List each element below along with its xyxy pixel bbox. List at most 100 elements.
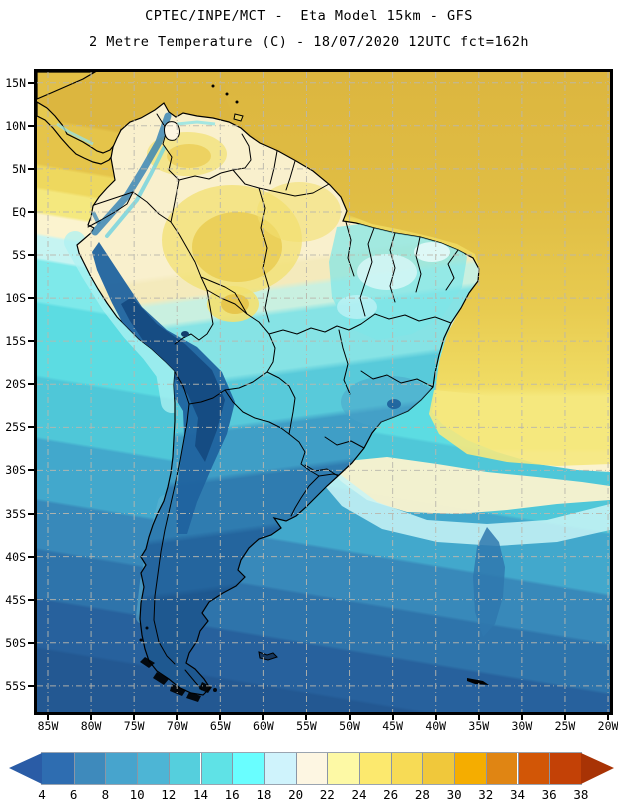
colorbar-cell — [422, 753, 455, 784]
lat-label-30s: 30S — [5, 463, 26, 478]
lon-tick — [391, 715, 394, 720]
colorbar-cell — [42, 753, 74, 784]
tierra-del-fuego-islands — [139, 626, 217, 702]
colorbar-tick-label: 16 — [224, 787, 240, 800]
colorbar-arrow-left — [9, 753, 42, 784]
colorbar-cell — [390, 753, 423, 784]
lat-label-50s: 50S — [5, 635, 26, 650]
colorbar-tick-label: 26 — [383, 787, 399, 800]
lat-tick — [28, 426, 34, 429]
lat-tick — [28, 598, 34, 601]
lon-label-55w: 55W — [296, 719, 317, 733]
lon-tick — [47, 715, 49, 720]
lat-label-55s: 55S — [5, 678, 26, 693]
lon-tick — [563, 715, 566, 720]
colorbar-cell — [295, 753, 328, 784]
colorbar-cell — [168, 753, 201, 784]
lon-tick — [477, 715, 480, 720]
colorbar-tick-label: 38 — [573, 787, 589, 800]
lat-label-40s: 40S — [5, 549, 26, 564]
lat-tick — [28, 210, 34, 213]
colorbar-tick-label: 36 — [541, 787, 557, 800]
lon-label-60w: 60W — [253, 719, 274, 733]
lat-tick — [28, 555, 34, 558]
colorbar-cell — [263, 753, 296, 784]
colorbar-cell — [359, 753, 391, 784]
colorbar-tick-label: 24 — [351, 787, 367, 800]
colorbar-tick-label: 22 — [319, 787, 335, 800]
colorbar-tick-label: 30 — [446, 787, 462, 800]
colorbar-tick-label: 20 — [288, 787, 304, 800]
lon-label-80w: 80W — [80, 719, 102, 733]
lat-label-5n: 5N — [12, 161, 26, 176]
lat-tick — [28, 124, 34, 127]
lon-label-85w: 85W — [37, 719, 59, 733]
colorbar-cell — [73, 753, 106, 784]
colorbar-cell — [485, 753, 518, 784]
lon-label-35w: 35W — [468, 719, 490, 733]
lon-label-20w: 20W — [597, 719, 618, 733]
lon-tick — [305, 715, 308, 720]
temperature-map-canvas — [37, 72, 610, 712]
lat-label-45s: 45S — [5, 592, 26, 607]
lat-tick — [28, 641, 34, 644]
lat-tick — [28, 167, 34, 170]
lon-label-30w: 30W — [511, 719, 533, 733]
lat-label-15n: 15N — [5, 75, 26, 90]
lat-label-5s: 5S — [12, 248, 26, 263]
lon-tick — [520, 715, 523, 720]
colorbar-cell — [454, 753, 486, 784]
colorbar-cell — [327, 753, 359, 784]
colorbar-tick-label: 6 — [69, 787, 78, 800]
lat-tick — [28, 297, 34, 300]
lon-tick — [219, 715, 222, 720]
lon-label-45w: 45W — [382, 719, 404, 733]
lon-label-75w: 75W — [123, 719, 145, 733]
gridlines-layer — [37, 72, 610, 712]
colorbar-cell — [137, 753, 169, 784]
lat-label-eq: EQ — [12, 204, 26, 219]
country-borders — [87, 113, 459, 691]
lat-tick — [28, 469, 34, 472]
lon-tick — [133, 715, 136, 720]
lat-label-20s: 20S — [5, 377, 26, 392]
lat-label-25s: 25S — [5, 420, 26, 435]
lat-label-15s: 15S — [5, 334, 26, 349]
lon-tick — [434, 715, 437, 720]
colorbar-tick-label: 28 — [414, 787, 430, 800]
lon-tick — [262, 715, 265, 720]
colorbar-tick-label: 8 — [101, 787, 110, 800]
lat-label-35s: 35S — [5, 506, 26, 521]
lat-tick — [28, 340, 34, 343]
map-subtitle: 2 Metre Temperature (C) - 18/07/2020 12U… — [88, 34, 529, 50]
lat-label-10n: 10N — [5, 118, 26, 133]
lon-tick — [176, 715, 179, 720]
lat-tick — [28, 684, 34, 687]
lon-label-65w: 65W — [209, 719, 231, 733]
colorbar-tick-label: 10 — [129, 787, 145, 800]
colorbar-tick-label: 32 — [478, 787, 494, 800]
colorbar-cell — [232, 753, 264, 784]
lon-label-25w: 25W — [554, 719, 576, 733]
lon-tick — [348, 715, 351, 720]
lat-label-10s: 10S — [5, 291, 26, 306]
lat-tick — [28, 512, 34, 515]
lat-tick — [28, 81, 34, 84]
colorbar-tick-label: 4 — [38, 787, 46, 800]
map-title: CPTEC/INPE/MCT - Eta Model 15km - GFS — [145, 8, 473, 24]
lakes-islands — [139, 84, 489, 702]
map-area — [37, 72, 610, 712]
lon-tick — [607, 715, 610, 720]
colorbar-tick-label: 12 — [161, 787, 177, 800]
colorbar-cell — [105, 753, 138, 784]
colorbar-cell — [517, 753, 550, 784]
lon-label-70w: 70W — [166, 719, 188, 733]
lon-label-40w: 40W — [425, 719, 447, 733]
lat-tick — [28, 383, 34, 386]
ocean-layer — [37, 72, 610, 712]
colorbar-cell — [200, 753, 233, 784]
colorbar-tick-label: 34 — [509, 787, 526, 800]
colorbar-arrow-right — [580, 753, 614, 784]
colorbar-cell — [549, 753, 581, 784]
lat-tick — [28, 254, 34, 257]
